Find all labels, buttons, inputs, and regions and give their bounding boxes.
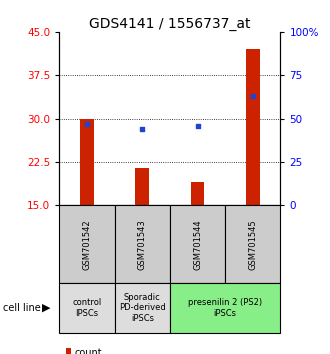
Text: Sporadic
PD-derived
iPSCs: Sporadic PD-derived iPSCs: [119, 293, 166, 323]
Text: presenilin 2 (PS2)
iPSCs: presenilin 2 (PS2) iPSCs: [188, 298, 262, 318]
Point: [195, 123, 200, 129]
Point: [140, 126, 145, 132]
Text: control
IPSCs: control IPSCs: [72, 298, 102, 318]
Text: GSM701543: GSM701543: [138, 219, 147, 270]
Bar: [80, 119, 94, 205]
Title: GDS4141 / 1556737_at: GDS4141 / 1556737_at: [89, 17, 251, 31]
Text: GSM701545: GSM701545: [248, 219, 257, 270]
Point: [84, 121, 90, 127]
Text: count: count: [74, 348, 102, 354]
Bar: [191, 182, 205, 205]
Text: cell line: cell line: [3, 303, 41, 313]
Text: GSM701544: GSM701544: [193, 219, 202, 270]
Bar: [246, 49, 260, 205]
Text: ▶: ▶: [42, 303, 50, 313]
Text: GSM701542: GSM701542: [82, 219, 91, 270]
Bar: [135, 168, 149, 205]
Point: [250, 93, 255, 99]
